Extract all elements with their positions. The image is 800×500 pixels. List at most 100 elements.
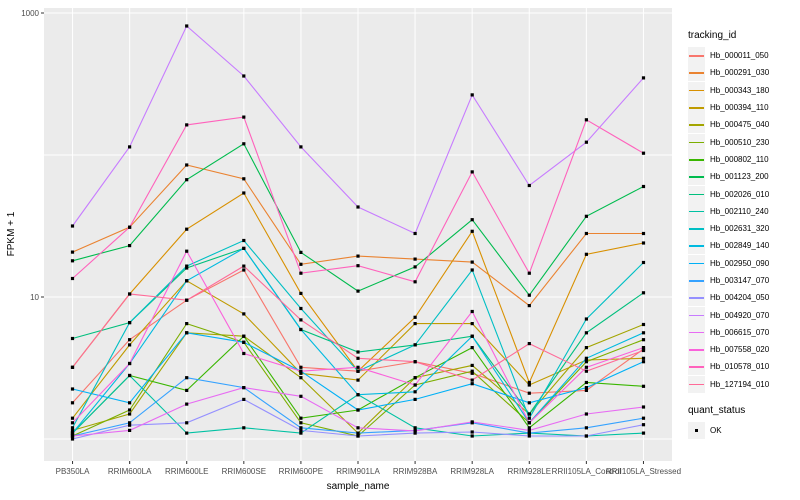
data-point — [527, 421, 531, 425]
data-point — [185, 163, 189, 167]
legend-item: Hb_127194_010 — [688, 375, 800, 393]
legend-key — [688, 341, 705, 359]
data-point — [470, 260, 474, 264]
data-point — [70, 387, 75, 391]
legend-key — [688, 168, 705, 186]
data-point — [128, 421, 132, 425]
data-point — [584, 386, 588, 390]
data-point — [128, 244, 132, 248]
data-point — [584, 434, 588, 438]
data-point — [128, 401, 132, 405]
legend-key — [688, 116, 705, 134]
x-tick-label: RRII105LA_Control — [552, 467, 622, 476]
data-point — [356, 378, 360, 382]
data-point — [242, 351, 246, 356]
data-point — [584, 380, 588, 385]
data-point — [242, 334, 246, 338]
legend-item-label: Hb_000343_180 — [710, 85, 770, 95]
quant-legend-key — [688, 422, 705, 440]
legend-key — [688, 185, 705, 203]
data-point — [356, 264, 360, 268]
legend-key-line-icon — [689, 176, 704, 178]
legend-item-label: Hb_001123_200 — [710, 172, 769, 182]
data-point — [242, 264, 246, 268]
data-point — [299, 369, 303, 373]
data-point — [299, 291, 303, 295]
data-point — [70, 336, 75, 341]
data-point — [470, 434, 474, 438]
data-point — [356, 426, 360, 430]
data-point — [527, 293, 531, 297]
data-point — [299, 416, 303, 420]
legend-key — [688, 133, 705, 151]
x-axis-label: sample_name — [327, 481, 390, 492]
legend-item: Hb_000394_110 — [688, 99, 800, 117]
data-point — [641, 405, 646, 409]
data-point — [185, 298, 189, 302]
data-point — [356, 393, 360, 397]
legend-item: Hb_000510_230 — [688, 133, 800, 151]
legend-title: tracking_id — [688, 30, 737, 41]
legend-item-label: Hb_000510_230 — [710, 137, 770, 147]
data-point — [128, 338, 132, 342]
data-point — [299, 145, 303, 149]
data-point — [299, 426, 303, 430]
data-point — [299, 428, 303, 432]
data-point — [584, 252, 588, 256]
data-point — [128, 343, 132, 347]
legend-key-line-icon — [689, 349, 704, 351]
data-point — [641, 348, 646, 353]
data-point — [185, 264, 189, 268]
legend-item-label: Hb_002110_240 — [710, 206, 769, 216]
data-point — [242, 191, 246, 195]
data-point — [413, 426, 417, 430]
data-point — [527, 271, 531, 275]
data-point — [185, 279, 189, 283]
data-point — [70, 431, 75, 435]
legend-item: Hb_004204_050 — [688, 289, 800, 307]
data-point — [413, 265, 417, 269]
legend-item: Hb_004920_070 — [688, 306, 800, 324]
legend-item: Hb_000802_110 — [688, 150, 800, 168]
data-point — [185, 431, 189, 435]
data-point — [641, 241, 646, 245]
data-point — [356, 350, 360, 354]
data-point — [470, 378, 474, 382]
data-point — [185, 402, 189, 406]
legend-item-label: Hb_000011_050 — [710, 51, 769, 61]
data-point — [356, 254, 360, 258]
data-point — [70, 437, 75, 441]
data-point — [527, 426, 531, 430]
data-point — [470, 382, 474, 386]
data-point — [70, 416, 75, 420]
data-point — [641, 260, 646, 265]
data-point — [641, 356, 646, 360]
legend-key-line-icon — [689, 228, 704, 230]
data-point — [527, 383, 531, 387]
legend-item: Hb_002849_140 — [688, 237, 800, 255]
data-point — [470, 229, 474, 233]
legend-key-line-icon — [689, 245, 704, 247]
legend-key — [688, 358, 705, 376]
data-point — [584, 118, 588, 122]
data-point — [470, 420, 474, 424]
data-point — [584, 426, 588, 430]
data-point — [641, 431, 646, 435]
x-tick-label: RRIM600LE — [165, 467, 209, 476]
data-point — [527, 401, 531, 405]
data-point — [242, 115, 246, 119]
data-point — [641, 184, 646, 189]
data-point — [527, 183, 531, 188]
legend-key-line-icon — [689, 193, 704, 196]
data-point — [413, 360, 417, 364]
data-point — [356, 434, 360, 438]
data-point — [470, 268, 474, 272]
legend-key — [688, 272, 705, 289]
legend-key-line-icon — [689, 366, 704, 369]
legend-item-label: Hb_007558_020 — [710, 345, 770, 355]
data-point — [584, 231, 588, 236]
data-point — [470, 170, 474, 174]
data-point — [70, 250, 75, 254]
data-point — [470, 309, 474, 314]
data-point — [128, 145, 132, 149]
